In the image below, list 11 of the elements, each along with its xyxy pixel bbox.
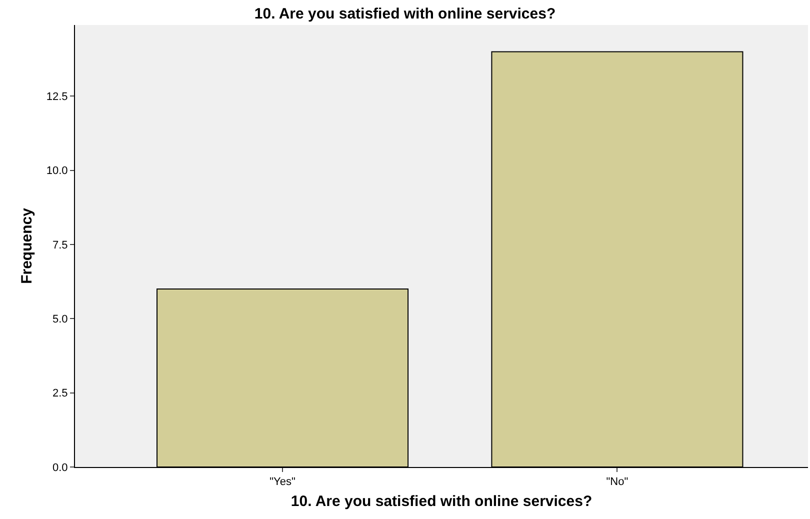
y-axis-title: Frequency <box>18 207 36 284</box>
y-tick-label: 0.0 <box>52 462 68 474</box>
y-tick-label: 2.5 <box>52 388 68 400</box>
y-tick-label: 10.0 <box>46 165 68 178</box>
x-axis-title: 10. Are you satisfied with online services? <box>290 493 592 510</box>
chart-title: 10. Are you satisfied with online services? <box>254 5 556 22</box>
y-tick-label: 12.5 <box>46 91 68 104</box>
x-tick-label: "No" <box>606 476 628 488</box>
y-tick-label: 5.0 <box>52 314 68 326</box>
y-tick-label: 7.5 <box>52 239 68 252</box>
x-tick-label: "Yes" <box>270 476 296 488</box>
